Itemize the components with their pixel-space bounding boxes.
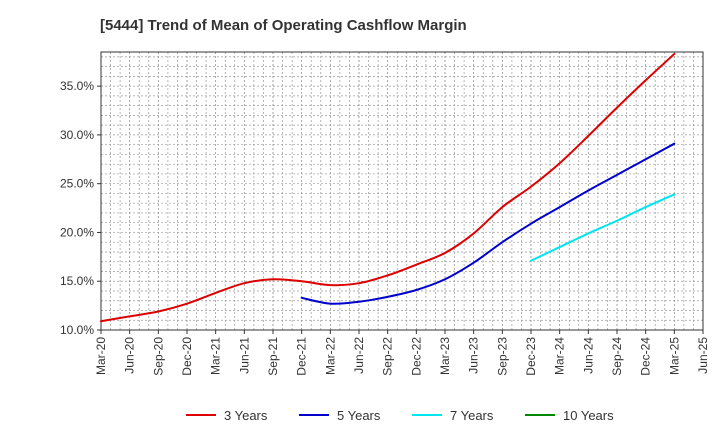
axis-layer: 10.0% 15.0% 20.0% 25.0% 30.0% 35.0% Mar-20 Jun-… (60, 51, 710, 376)
x-tick-label: Sep-23 (495, 337, 509, 376)
series-line-7-years (530, 193, 676, 262)
grid-layer (100, 52, 703, 331)
legend-label-3-years: 3 Years (224, 408, 268, 423)
x-tick-label: Dec-20 (180, 337, 194, 376)
y-tick-label: 35.0% (60, 79, 94, 93)
legend-label-10-years: 10 Years (563, 408, 614, 423)
x-tick-label: Jun-21 (237, 337, 251, 374)
x-tick-label: Dec-22 (409, 337, 423, 376)
x-tick-label: Sep-24 (610, 337, 624, 376)
x-tick-label: Mar-20 (94, 337, 108, 375)
plot-area (101, 52, 703, 330)
x-tick-label: Jun-23 (467, 337, 481, 374)
x-tick-label: Sep-21 (266, 337, 280, 376)
x-tick-label: Jun-24 (581, 337, 595, 374)
x-tick-label: Sep-20 (151, 337, 165, 376)
y-tick-label: 25.0% (60, 177, 94, 191)
x-tick-label: Mar-25 (667, 337, 681, 375)
x-tick-label: Dec-23 (524, 337, 538, 376)
series-layer (100, 52, 676, 323)
series-line-3-years (100, 52, 676, 323)
x-tick-label: Jun-25 (696, 337, 710, 374)
chart-title: [5444] Trend of Mean of Operating Cashfl… (100, 17, 467, 34)
series-line-5-years (300, 142, 676, 305)
plot-border (100, 51, 704, 331)
x-tick-label: Jun-22 (352, 337, 366, 374)
y-tick-label: 15.0% (60, 274, 94, 288)
x-tick-label: Sep-22 (381, 337, 395, 376)
x-tick-label: Dec-21 (295, 337, 309, 376)
x-tick-label: Mar-23 (438, 337, 452, 375)
legend: 3 Years 5 Years 7 Years 10 Years (186, 408, 614, 423)
x-tick-label: Dec-24 (639, 337, 653, 376)
x-tick-label: Mar-24 (553, 337, 567, 375)
y-tick-label: 30.0% (60, 128, 94, 142)
y-tick-label: 10.0% (60, 323, 94, 337)
y-tick-label: 20.0% (60, 225, 94, 239)
legend-label-7-years: 7 Years (450, 408, 494, 423)
legend-label-5-years: 5 Years (337, 408, 381, 423)
x-tick-label: Mar-22 (323, 337, 337, 375)
x-tick-label: Jun-20 (123, 337, 137, 374)
x-tick-label: Mar-21 (209, 337, 223, 375)
